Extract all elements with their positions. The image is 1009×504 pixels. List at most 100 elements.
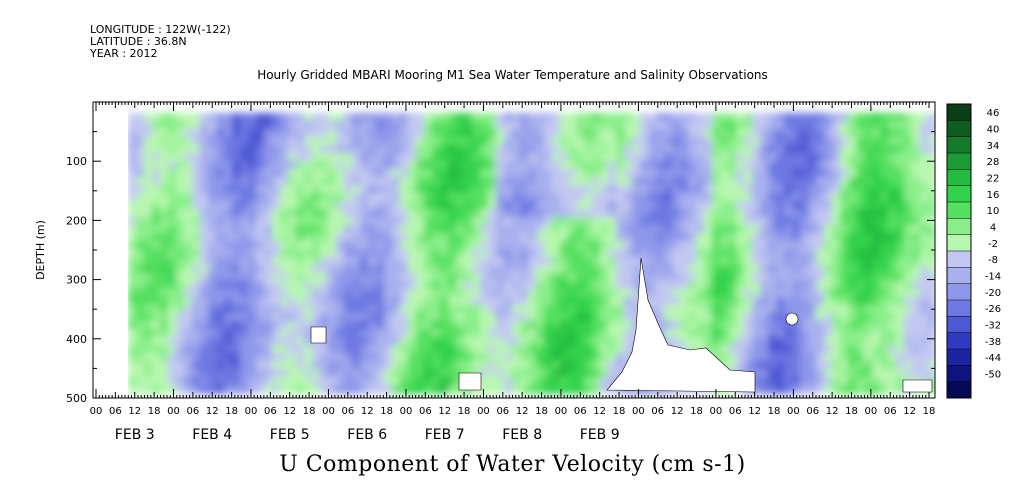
heatmap-cell <box>744 137 753 146</box>
heatmap-cell <box>352 377 361 386</box>
heatmap-cell <box>784 201 793 210</box>
heatmap-cell <box>504 129 513 138</box>
heatmap-cell <box>232 185 241 194</box>
heatmap-cell <box>808 225 817 234</box>
heatmap-cell <box>504 249 513 258</box>
heatmap-cell <box>728 153 737 162</box>
heatmap-cell <box>480 273 489 282</box>
heatmap-cell <box>368 209 377 218</box>
heatmap-cell <box>584 193 593 202</box>
heatmap-cell <box>304 113 313 122</box>
heatmap-cell <box>232 201 241 210</box>
heatmap-cell <box>352 273 361 282</box>
heatmap-cell <box>264 353 273 362</box>
heatmap-cell <box>832 113 841 122</box>
heatmap-cell <box>336 361 345 370</box>
heatmap-cell <box>168 185 177 194</box>
heatmap-cell <box>200 273 209 282</box>
colorbar-label: 16 <box>987 190 1000 201</box>
heatmap-cell <box>400 241 409 250</box>
heatmap-cell <box>744 201 753 210</box>
heatmap-cell <box>608 161 617 170</box>
heatmap-cell <box>632 257 641 266</box>
heatmap-cell <box>408 265 417 274</box>
heatmap-cell <box>472 353 481 362</box>
heatmap-cell <box>304 273 313 282</box>
heatmap-cell <box>240 369 249 378</box>
heatmap-cell <box>920 129 929 138</box>
heatmap-cell <box>200 185 209 194</box>
heatmap-cell <box>448 313 457 322</box>
heatmap-cell <box>864 145 873 154</box>
colorbar-swatch <box>947 365 971 383</box>
heatmap-cell <box>224 361 233 370</box>
heatmap-cell <box>768 137 777 146</box>
heatmap-cell <box>312 137 321 146</box>
colorbar-swatch <box>947 251 971 268</box>
heatmap-cell <box>152 337 161 346</box>
heatmap-cell <box>224 193 233 202</box>
heatmap-cell <box>712 257 721 266</box>
heatmap-cell <box>432 193 441 202</box>
heatmap-cell <box>264 385 273 394</box>
heatmap-cell <box>576 305 585 314</box>
heatmap-cell <box>360 361 369 370</box>
heatmap-cell <box>920 177 929 186</box>
heatmap-cell <box>912 353 921 362</box>
heatmap-cell <box>736 305 745 314</box>
heatmap-cell <box>208 345 217 354</box>
heatmap-cell <box>232 281 241 290</box>
heatmap-cell <box>680 225 689 234</box>
heatmap-cell <box>864 329 873 338</box>
heatmap-cell <box>864 201 873 210</box>
heatmap-cell <box>744 337 753 346</box>
heatmap-cell <box>416 121 425 130</box>
heatmap-cell <box>416 161 425 170</box>
heatmap-cell <box>344 321 353 330</box>
heatmap-cell <box>408 337 417 346</box>
heatmap-cell <box>864 129 873 138</box>
heatmap-cell <box>688 137 697 146</box>
heatmap-cell <box>816 249 825 258</box>
heatmap-cell <box>368 177 377 186</box>
heatmap-cell <box>528 137 537 146</box>
heatmap-cell <box>440 217 449 226</box>
heatmap-cell <box>152 177 161 186</box>
heatmap-cell <box>328 145 337 154</box>
heatmap-cell <box>328 353 337 362</box>
heatmap-cell <box>488 113 497 122</box>
heatmap-cell <box>600 185 609 194</box>
heatmap-cell <box>912 249 921 258</box>
heatmap-cell <box>168 161 177 170</box>
heatmap-cell <box>624 329 633 338</box>
x-hour-label: 12 <box>593 406 606 417</box>
heatmap-cell <box>808 121 817 130</box>
heatmap-cell <box>224 369 233 378</box>
heatmap-cell <box>696 305 705 314</box>
heatmap-cell <box>328 345 337 354</box>
heatmap-cell <box>456 129 465 138</box>
heatmap-cell <box>712 121 721 130</box>
heatmap-cell <box>256 121 265 130</box>
heatmap-cell <box>888 233 897 242</box>
heatmap-cell <box>840 297 849 306</box>
heatmap-cell <box>856 169 865 178</box>
heatmap-cell <box>656 321 665 330</box>
heatmap-cell <box>360 369 369 378</box>
heatmap-cell <box>128 337 137 346</box>
heatmap-cell <box>368 169 377 178</box>
x-axis-title: U Component of Water Velocity (cm s-1) <box>279 452 746 477</box>
heatmap-cell <box>912 201 921 210</box>
heatmap-cell <box>208 153 217 162</box>
heatmap-cell <box>368 201 377 210</box>
heatmap-cell <box>664 321 673 330</box>
heatmap-cell <box>552 129 561 138</box>
heatmap-cell <box>200 369 209 378</box>
heatmap-cell <box>584 249 593 258</box>
heatmap-cell <box>192 265 201 274</box>
heatmap-cell <box>800 249 809 258</box>
heatmap-cell <box>528 385 537 394</box>
heatmap-cell <box>720 121 729 130</box>
heatmap-cell <box>824 289 833 298</box>
heatmap-cell <box>160 177 169 186</box>
